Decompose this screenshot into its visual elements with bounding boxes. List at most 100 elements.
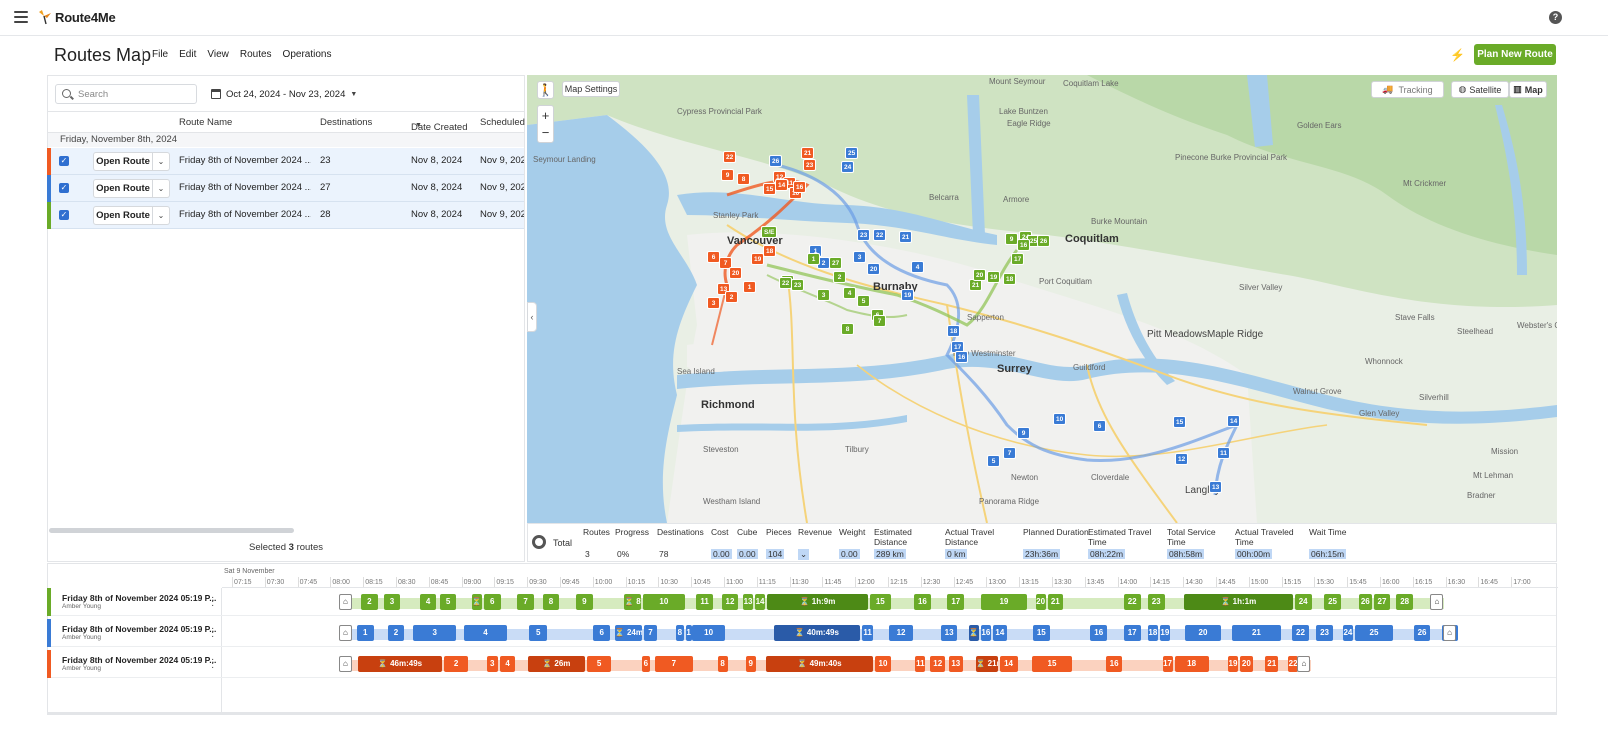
orange-stop-marker[interactable]: 15 [763, 183, 777, 195]
blue-stop-marker[interactable]: 6 [1093, 420, 1106, 432]
satellite-button[interactable]: ◍ Satellite [1451, 81, 1509, 98]
orange-stop-marker[interactable]: 2 [725, 291, 738, 303]
summary-column-value[interactable]: 289 km [874, 549, 906, 559]
green-stop-marker[interactable]: 5 [857, 295, 870, 307]
blue-stop-marker[interactable]: 19 [901, 289, 915, 301]
orange-stop-marker[interactable]: 3 [707, 297, 720, 309]
green-stop-marker[interactable]: 8 [841, 323, 854, 335]
street-view-pegman-icon[interactable]: 🚶 [537, 81, 554, 99]
timeline-stop-block[interactable]: 24 [1294, 594, 1312, 610]
summary-column-value[interactable]: 0.00 [737, 549, 758, 559]
timeline-stop-block[interactable]: 7 [644, 625, 657, 641]
timeline-stop-block[interactable]: 18 [1174, 656, 1209, 672]
timeline-stop-block[interactable]: 11 [696, 594, 713, 610]
timeline-stop-block[interactable]: 26 [1413, 625, 1431, 641]
home-end-icon[interactable]: ⌂ [1443, 625, 1457, 641]
open-route-button[interactable]: Open Route [93, 206, 153, 225]
timeline-stop-block[interactable]: 17 [1162, 656, 1173, 672]
timeline-stop-block[interactable]: 10 [692, 625, 725, 641]
orange-stop-marker[interactable]: 1 [743, 281, 756, 293]
orange-stop-marker[interactable]: 8 [737, 173, 750, 185]
timeline-stop-block[interactable]: 14 [755, 594, 766, 610]
blue-stop-marker[interactable]: 10 [1053, 413, 1067, 425]
timeline-stop-block[interactable]: 8 [676, 625, 684, 641]
column-scheduled[interactable]: Scheduled [480, 117, 525, 128]
orange-stop-marker[interactable]: 18 [763, 245, 777, 257]
timeline-stop-block[interactable]: 15 [869, 594, 891, 610]
search-input[interactable] [78, 87, 193, 102]
timeline-stop-block[interactable]: 4 [463, 625, 508, 641]
green-stop-marker[interactable]: 23 [791, 279, 805, 291]
timeline-stop-block[interactable]: 10 [642, 594, 685, 610]
timeline-stop-block[interactable]: ⏳ 26m [527, 656, 585, 672]
timeline-stop-block[interactable]: 19 [1159, 625, 1170, 641]
timeline-stop-block[interactable]: 6 [593, 625, 611, 641]
timeline-stop-block[interactable]: 14 [992, 625, 1007, 641]
blue-stop-marker[interactable]: 9 [1017, 427, 1030, 439]
timeline-stop-block[interactable]: 9 [745, 656, 756, 672]
timeline-stop-block[interactable]: ⏳ 1h:9m [767, 594, 868, 610]
timeline-stop-block[interactable]: 19 [1228, 656, 1239, 672]
menu-file[interactable]: File [152, 49, 169, 60]
blue-stop-marker[interactable]: 3 [853, 251, 866, 263]
column-destinations[interactable]: Destinations [320, 117, 373, 128]
green-stop-marker[interactable]: 2 [833, 271, 846, 283]
timeline-stop-block[interactable]: 6 [483, 594, 501, 610]
timeline-stop-block[interactable]: 18 [1147, 625, 1158, 641]
blue-stop-marker[interactable]: 5 [987, 455, 1000, 467]
timeline-stop-block[interactable]: 12 [888, 625, 914, 641]
blue-stop-marker[interactable]: 24 [841, 161, 855, 173]
timeline-stop-block[interactable]: 17 [947, 594, 965, 610]
timeline-stop-block[interactable]: 3 [383, 594, 401, 610]
orange-stop-marker[interactable]: 19 [751, 253, 765, 265]
map-view-button[interactable]: ▥ Map [1509, 81, 1547, 98]
blue-stop-marker[interactable]: 23 [857, 229, 871, 241]
menu-routes[interactable]: Routes [239, 49, 272, 60]
gear-icon[interactable] [532, 535, 546, 549]
timeline-stop-block[interactable]: 13 [940, 625, 958, 641]
blue-stop-marker[interactable]: 22 [873, 229, 887, 241]
timeline-stop-block[interactable]: ⏳ [968, 625, 979, 641]
timeline-stop-block[interactable]: ⏳ 46m:49s [358, 656, 442, 672]
timeline-stop-block[interactable]: 1 [356, 625, 374, 641]
blue-stop-marker[interactable]: 18 [947, 325, 961, 337]
timeline-stop-block[interactable]: ⏳ 1h:1m [1183, 594, 1293, 610]
green-stop-marker[interactable]: 9 [1005, 233, 1018, 245]
summary-column-value[interactable]: 08h:58m [1167, 549, 1205, 559]
home-start-icon[interactable]: ⌂ [338, 594, 352, 610]
menu-edit[interactable]: Edit [179, 49, 197, 60]
timeline-scrollbar[interactable] [48, 712, 1556, 715]
timeline-stop-block[interactable]: 25 [1324, 594, 1341, 610]
summary-column-value[interactable]: 104 [766, 549, 785, 559]
kebab-menu-icon[interactable]: · · · [211, 623, 215, 642]
timeline-stop-block[interactable]: 20 [1185, 625, 1221, 641]
timeline-stop-block[interactable]: 26 [1358, 594, 1372, 610]
timeline-stop-block[interactable]: 2 [443, 656, 469, 672]
hamburger-menu-icon[interactable] [14, 11, 28, 23]
route-row[interactable]: ✓ Open Route ⌄ Friday 8th of November 2024 … [47, 148, 524, 175]
timeline-stop-block[interactable]: 19 [980, 594, 1027, 610]
route-map[interactable]: Vancouver Burnaby Surrey Richmond Coquitlam C… [527, 75, 1557, 523]
timeline-stop-block[interactable]: 16 [980, 625, 991, 641]
open-route-button[interactable]: Open Route [93, 152, 153, 171]
blue-stop-marker[interactable]: 25 [845, 147, 859, 159]
summary-column-value[interactable]: 06h:15m [1309, 549, 1347, 559]
map-canvas[interactable] [527, 75, 1557, 523]
home-end-icon[interactable]: ⌂ [1430, 594, 1444, 610]
green-stop-marker[interactable]: 27 [829, 257, 843, 269]
timeline-stop-block[interactable]: 16 [1090, 625, 1108, 641]
timeline-stop-block[interactable]: 14 [999, 656, 1018, 672]
timeline-stop-block[interactable]: ⏳ 40m:49s [773, 625, 860, 641]
blue-stop-marker[interactable]: 20 [867, 263, 881, 275]
timeline-stop-block[interactable]: 25 [1354, 625, 1393, 641]
timeline-stop-block[interactable]: 11 [861, 625, 874, 641]
orange-stop-marker[interactable]: 6 [707, 251, 720, 263]
timeline-stop-block[interactable]: 23 [1147, 594, 1165, 610]
route-checkbox[interactable]: ✓ [59, 156, 69, 166]
timeline-stop-block[interactable]: 12 [721, 594, 739, 610]
summary-column-value[interactable]: 08h:22m [1088, 549, 1126, 559]
blue-stop-marker[interactable]: 7 [1003, 447, 1016, 459]
timeline-stop-block[interactable]: 5 [439, 594, 457, 610]
summary-column-value[interactable]: 00h:00m [1235, 549, 1273, 559]
timeline-stop-block[interactable]: 3 [486, 656, 498, 672]
